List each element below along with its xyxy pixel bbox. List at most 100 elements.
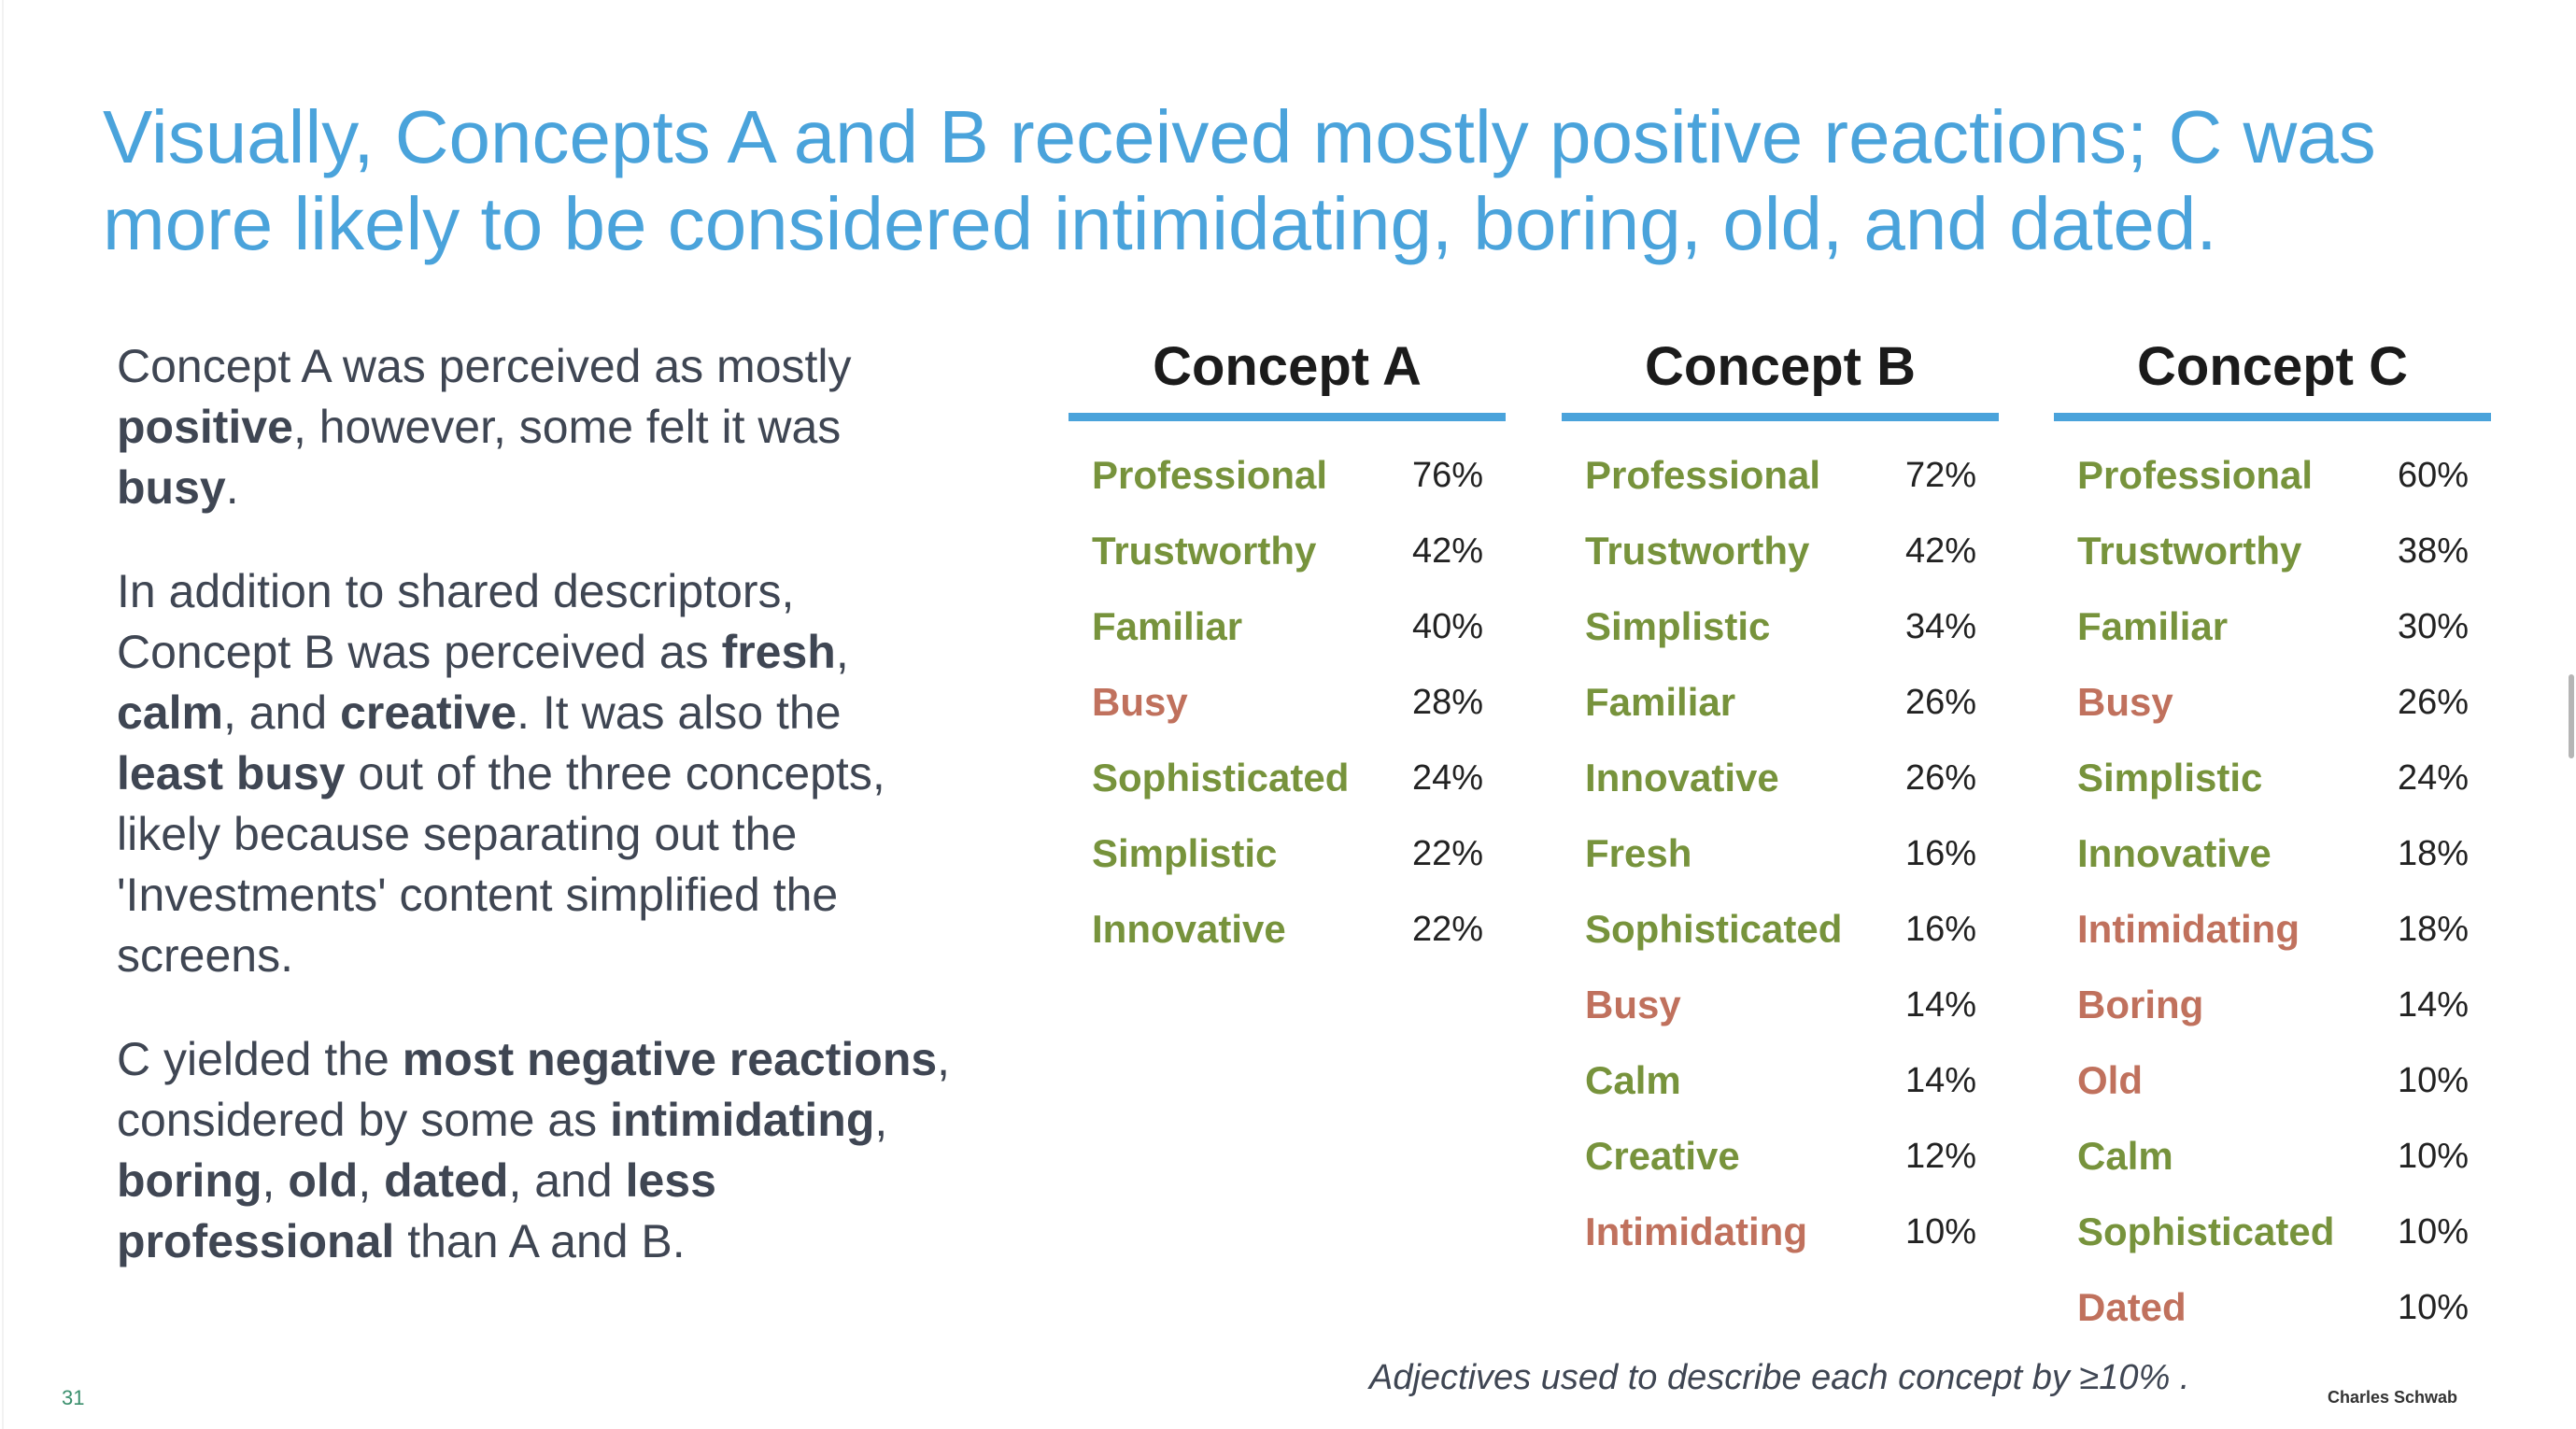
adjective-row: Familiar 26% bbox=[1562, 679, 1999, 755]
concept-b-column: Concept B Professional 72% Trustworthy 42% S… bbox=[1562, 334, 1999, 1284]
adjective-label: Professional bbox=[1092, 453, 1328, 497]
adjective-row: Innovative 26% bbox=[1562, 755, 1999, 830]
summary-paragraph-concept-c: C yielded the most negative reactions, c… bbox=[117, 1033, 951, 1267]
adjective-percentage: 24% bbox=[2397, 758, 2469, 798]
concept-c-adjective-list: Professional 60% Trustworthy 38% Familiar 30%… bbox=[2054, 452, 2491, 1360]
adjective-row: Innovative 22% bbox=[1069, 906, 1506, 982]
adjective-label: Sophisticated bbox=[2077, 1210, 2335, 1253]
adjective-percentage: 22% bbox=[1411, 834, 1483, 873]
adjective-row: Sophisticated 16% bbox=[1562, 906, 1999, 982]
concept-c-heading: Concept C bbox=[2137, 336, 2408, 397]
concept-c-underline bbox=[2054, 413, 2491, 421]
adjective-row: Trustworthy 42% bbox=[1069, 528, 1506, 603]
brand-label: Charles Schwab bbox=[2328, 1388, 2458, 1407]
adjective-percentage: 30% bbox=[2397, 607, 2469, 646]
adjective-label: Innovative bbox=[2077, 831, 2272, 875]
adjective-percentage: 26% bbox=[1904, 683, 1976, 722]
scrollbar-thumb[interactable] bbox=[2569, 674, 2574, 758]
adjective-row: Calm 10% bbox=[2054, 1133, 2491, 1209]
adjective-percentage: 18% bbox=[2397, 834, 2469, 873]
adjective-percentage: 76% bbox=[1411, 456, 1483, 495]
adjective-row: Busy 26% bbox=[2054, 679, 2491, 755]
adjective-row: Professional 72% bbox=[1562, 452, 1999, 528]
adjective-label: Professional bbox=[1585, 453, 1821, 497]
adjective-label: Simplistic bbox=[2077, 756, 2263, 799]
adjective-percentage: 28% bbox=[1411, 683, 1483, 722]
adjective-percentage: 12% bbox=[1904, 1137, 1976, 1176]
adjective-row: Intimidating 18% bbox=[2054, 906, 2491, 982]
adjective-percentage: 40% bbox=[1411, 607, 1483, 646]
adjective-label: Old bbox=[2077, 1058, 2143, 1102]
adjective-row: Old 10% bbox=[2054, 1057, 2491, 1133]
adjective-row: Familiar 40% bbox=[1069, 603, 1506, 679]
adjective-row: Trustworthy 38% bbox=[2054, 528, 2491, 603]
footnote: Adjectives used to describe each concept… bbox=[1369, 1358, 2190, 1397]
adjective-row: Busy 28% bbox=[1069, 679, 1506, 755]
adjective-label: Busy bbox=[1092, 680, 1188, 724]
adjective-percentage: 10% bbox=[2397, 1137, 2469, 1176]
adjective-label: Trustworthy bbox=[2077, 529, 2302, 573]
slide-title: Visually, Concepts A and B received most… bbox=[103, 95, 2376, 265]
adjective-percentage: 10% bbox=[2397, 1061, 2469, 1100]
adjective-row: Sophisticated 10% bbox=[2054, 1209, 2491, 1284]
adjective-percentage: 42% bbox=[1904, 531, 1976, 571]
adjective-label: Fresh bbox=[1585, 831, 1692, 875]
adjective-row: Busy 14% bbox=[1562, 982, 1999, 1057]
adjective-label: Trustworthy bbox=[1092, 529, 1317, 573]
concept-a-column: Concept A Professional 76% Trustworthy 42% F… bbox=[1069, 334, 1506, 982]
adjective-percentage: 72% bbox=[1904, 456, 1976, 495]
slide-edge-divider bbox=[2, 0, 4, 1429]
adjective-label: Dated bbox=[2077, 1285, 2187, 1329]
adjective-row: Innovative 18% bbox=[2054, 830, 2491, 906]
adjective-percentage: 38% bbox=[2397, 531, 2469, 571]
adjective-percentage: 10% bbox=[2397, 1212, 2469, 1252]
adjective-row: Boring 14% bbox=[2054, 982, 2491, 1057]
adjective-label: Creative bbox=[1585, 1134, 1740, 1178]
adjective-row: Simplistic 22% bbox=[1069, 830, 1506, 906]
concept-b-adjective-list: Professional 72% Trustworthy 42% Simplistic 3… bbox=[1562, 452, 1999, 1284]
adjective-label: Professional bbox=[2077, 453, 2314, 497]
adjective-label: Sophisticated bbox=[1092, 756, 1350, 799]
adjective-label: Familiar bbox=[1585, 680, 1736, 724]
adjective-row: Simplistic 34% bbox=[1562, 603, 1999, 679]
summary-paragraph-concept-a: Concept A was perceived as mostly positi… bbox=[117, 340, 852, 514]
adjective-label: Boring bbox=[2077, 983, 2204, 1026]
adjective-label: Simplistic bbox=[1585, 604, 1771, 648]
concept-b-underline bbox=[1562, 413, 1999, 421]
adjective-percentage: 26% bbox=[2397, 683, 2469, 722]
adjective-label: Innovative bbox=[1585, 756, 1779, 799]
concept-a-underline bbox=[1069, 413, 1506, 421]
adjective-label: Busy bbox=[1585, 983, 1681, 1026]
adjective-row: Professional 76% bbox=[1069, 452, 1506, 528]
adjective-percentage: 14% bbox=[1904, 1061, 1976, 1100]
adjective-row: Professional 60% bbox=[2054, 452, 2491, 528]
adjective-label: Trustworthy bbox=[1585, 529, 1810, 573]
adjective-label: Calm bbox=[1585, 1058, 1681, 1102]
adjective-row: Trustworthy 42% bbox=[1562, 528, 1999, 603]
adjective-label: Intimidating bbox=[1585, 1210, 1807, 1253]
concept-a-heading: Concept A bbox=[1153, 336, 1422, 397]
adjective-row: Simplistic 24% bbox=[2054, 755, 2491, 830]
adjective-percentage: 14% bbox=[1904, 985, 1976, 1025]
adjective-row: Familiar 30% bbox=[2054, 603, 2491, 679]
adjective-percentage: 10% bbox=[2397, 1288, 2469, 1327]
adjective-percentage: 34% bbox=[1904, 607, 1976, 646]
adjective-row: Sophisticated 24% bbox=[1069, 755, 1506, 830]
adjective-percentage: 24% bbox=[1411, 758, 1483, 798]
adjective-percentage: 60% bbox=[2397, 456, 2469, 495]
adjective-row: Calm 14% bbox=[1562, 1057, 1999, 1133]
adjective-percentage: 26% bbox=[1904, 758, 1976, 798]
concept-b-heading: Concept B bbox=[1645, 336, 1916, 397]
summary-text: Concept A was perceived as mostly positi… bbox=[117, 336, 957, 1315]
adjective-percentage: 10% bbox=[1904, 1212, 1976, 1252]
adjective-label: Sophisticated bbox=[1585, 907, 1843, 951]
adjective-row: Intimidating 10% bbox=[1562, 1209, 1999, 1284]
concept-c-column: Concept C Professional 60% Trustworthy 38% F… bbox=[2054, 334, 2491, 1360]
adjective-row: Creative 12% bbox=[1562, 1133, 1999, 1209]
page-number: 31 bbox=[62, 1386, 85, 1409]
adjective-row: Fresh 16% bbox=[1562, 830, 1999, 906]
adjective-percentage: 18% bbox=[2397, 910, 2469, 949]
adjective-label: Simplistic bbox=[1092, 831, 1278, 875]
adjective-percentage: 16% bbox=[1904, 910, 1976, 949]
